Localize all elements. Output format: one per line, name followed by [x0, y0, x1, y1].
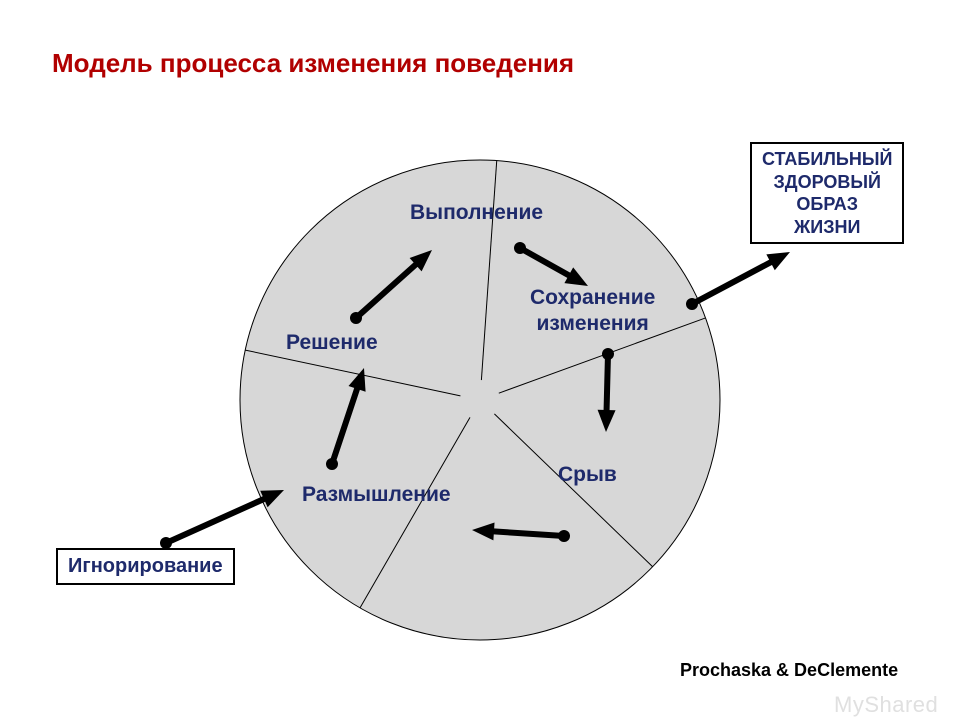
page-title: Модель процесса изменения поведения — [52, 48, 574, 79]
diagram-svg — [0, 0, 960, 720]
box-stable-lifestyle: СТАБИЛЬНЫЙЗДОРОВЫЙОБРАЗЖИЗНИ — [750, 142, 904, 244]
attribution-text: Prochaska & DeClemente — [680, 660, 898, 681]
box-ignoring: Игнорирование — [56, 548, 235, 585]
sector-label-maintenance: Сохранениеизменения — [530, 285, 655, 338]
sector-label-relapse: Срыв — [558, 462, 617, 488]
sector-label-decision: Решение — [286, 330, 378, 356]
watermark-text: MyShared — [834, 692, 938, 718]
sector-label-action: Выполнение — [410, 200, 543, 226]
sector-label-contemplation: Размышление — [302, 482, 451, 508]
